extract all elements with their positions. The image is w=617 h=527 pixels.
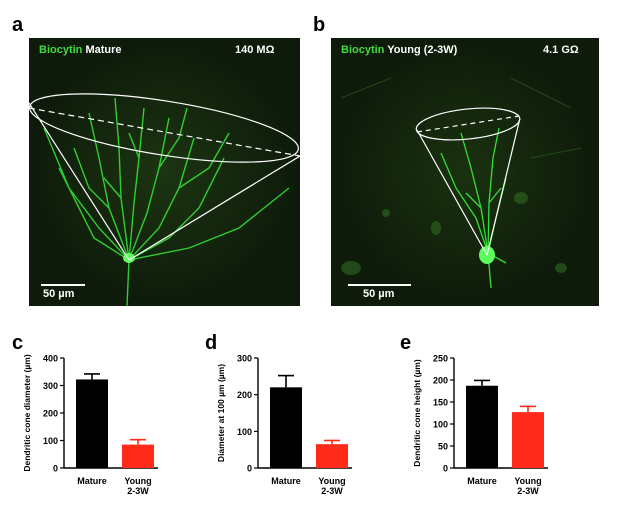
panel-letter-b: b [313,14,326,36]
y-tick-label: 100 [43,436,58,446]
x-tick-label: Mature [77,476,107,486]
y-tick-label: 300 [43,381,58,391]
label-mature: Biocytin Mature [39,44,122,56]
y-tick-label: 0 [443,464,448,474]
panel-letter-e: e [400,332,412,354]
panel-letter-a: a [12,14,24,36]
x-tick-label: 2-3W [517,486,539,496]
bar-young [512,412,544,468]
group-label-b: Young (2-3W) [387,44,458,56]
y-tick-label: 200 [433,376,448,386]
y-axis-label: Dendritic cone diameter (µm) [22,354,32,471]
y-tick-label: 200 [43,409,58,419]
bar-mature [270,387,302,468]
x-tick-label: Young [514,476,541,486]
stain-label-b: Biocytin [341,44,385,56]
y-tick-label: 400 [43,354,58,364]
y-tick-label: 150 [433,398,448,408]
bar-mature [76,379,108,468]
x-tick-label: Mature [271,476,301,486]
chart-c-svg: 0 100 200 300 400 Dendritic cone diameter (µm… [22,354,158,496]
bar-mature [466,385,498,468]
y-tick-label: 300 [237,354,252,364]
stain-label-a: Biocytin [39,44,83,56]
y-tick-label: 0 [53,464,58,474]
panel-letter-d: d [205,332,218,354]
resistance-label-b: 4.1 GΩ [543,44,579,56]
bar-young [316,444,348,468]
y-axis-label: Diameter at 100 µm (µm) [216,364,226,462]
x-tick-label: Mature [467,476,497,486]
bar-young [122,444,154,468]
neuron-young-drawing [331,38,599,306]
y-tick-label: 0 [247,464,252,474]
x-tick-label: 2-3W [321,486,343,496]
scalebar-label-b: 50 µm [363,288,395,300]
chart-e-svg: 0 50 100 150 200 250 Dendritic cone height (µm… [412,354,548,496]
y-tick-label: 250 [433,354,448,364]
y-tick-label: 100 [237,427,252,437]
x-tick-label: 2-3W [127,486,149,496]
neuron-mature-drawing [29,38,300,306]
panel-letter-c: c [12,332,24,354]
label-young: Biocytin Young (2-3W) [341,44,457,56]
y-tick-label: 200 [237,390,252,400]
chart-c: 0 100 200 300 400 Dendritic cone diameter (µm… [18,350,208,522]
chart-e: 0 50 100 150 200 250 Dendritic cone height (µm… [408,350,598,522]
x-tick-label: Young [124,476,151,486]
chart-d-svg: 0 100 200 300 Diameter at 100 µm (µm) Mature Y… [216,354,352,496]
y-tick-label: 100 [433,420,448,430]
resistance-label-a: 140 MΩ [235,44,275,56]
chart-d: 0 100 200 300 Diameter at 100 µm (µm) Mature Y… [212,350,402,522]
scalebar-label-a: 50 µm [43,288,75,300]
y-axis-label: Dendritic cone height (µm) [412,359,422,467]
x-tick-label: Young [318,476,345,486]
micrograph-mature: Biocytin Mature 140 MΩ 50 µm [29,38,300,306]
micrograph-young: Biocytin Young (2-3W) 4.1 GΩ 50 µm [331,38,599,306]
y-tick-label: 50 [438,442,448,452]
group-label-a: Mature [85,44,122,56]
